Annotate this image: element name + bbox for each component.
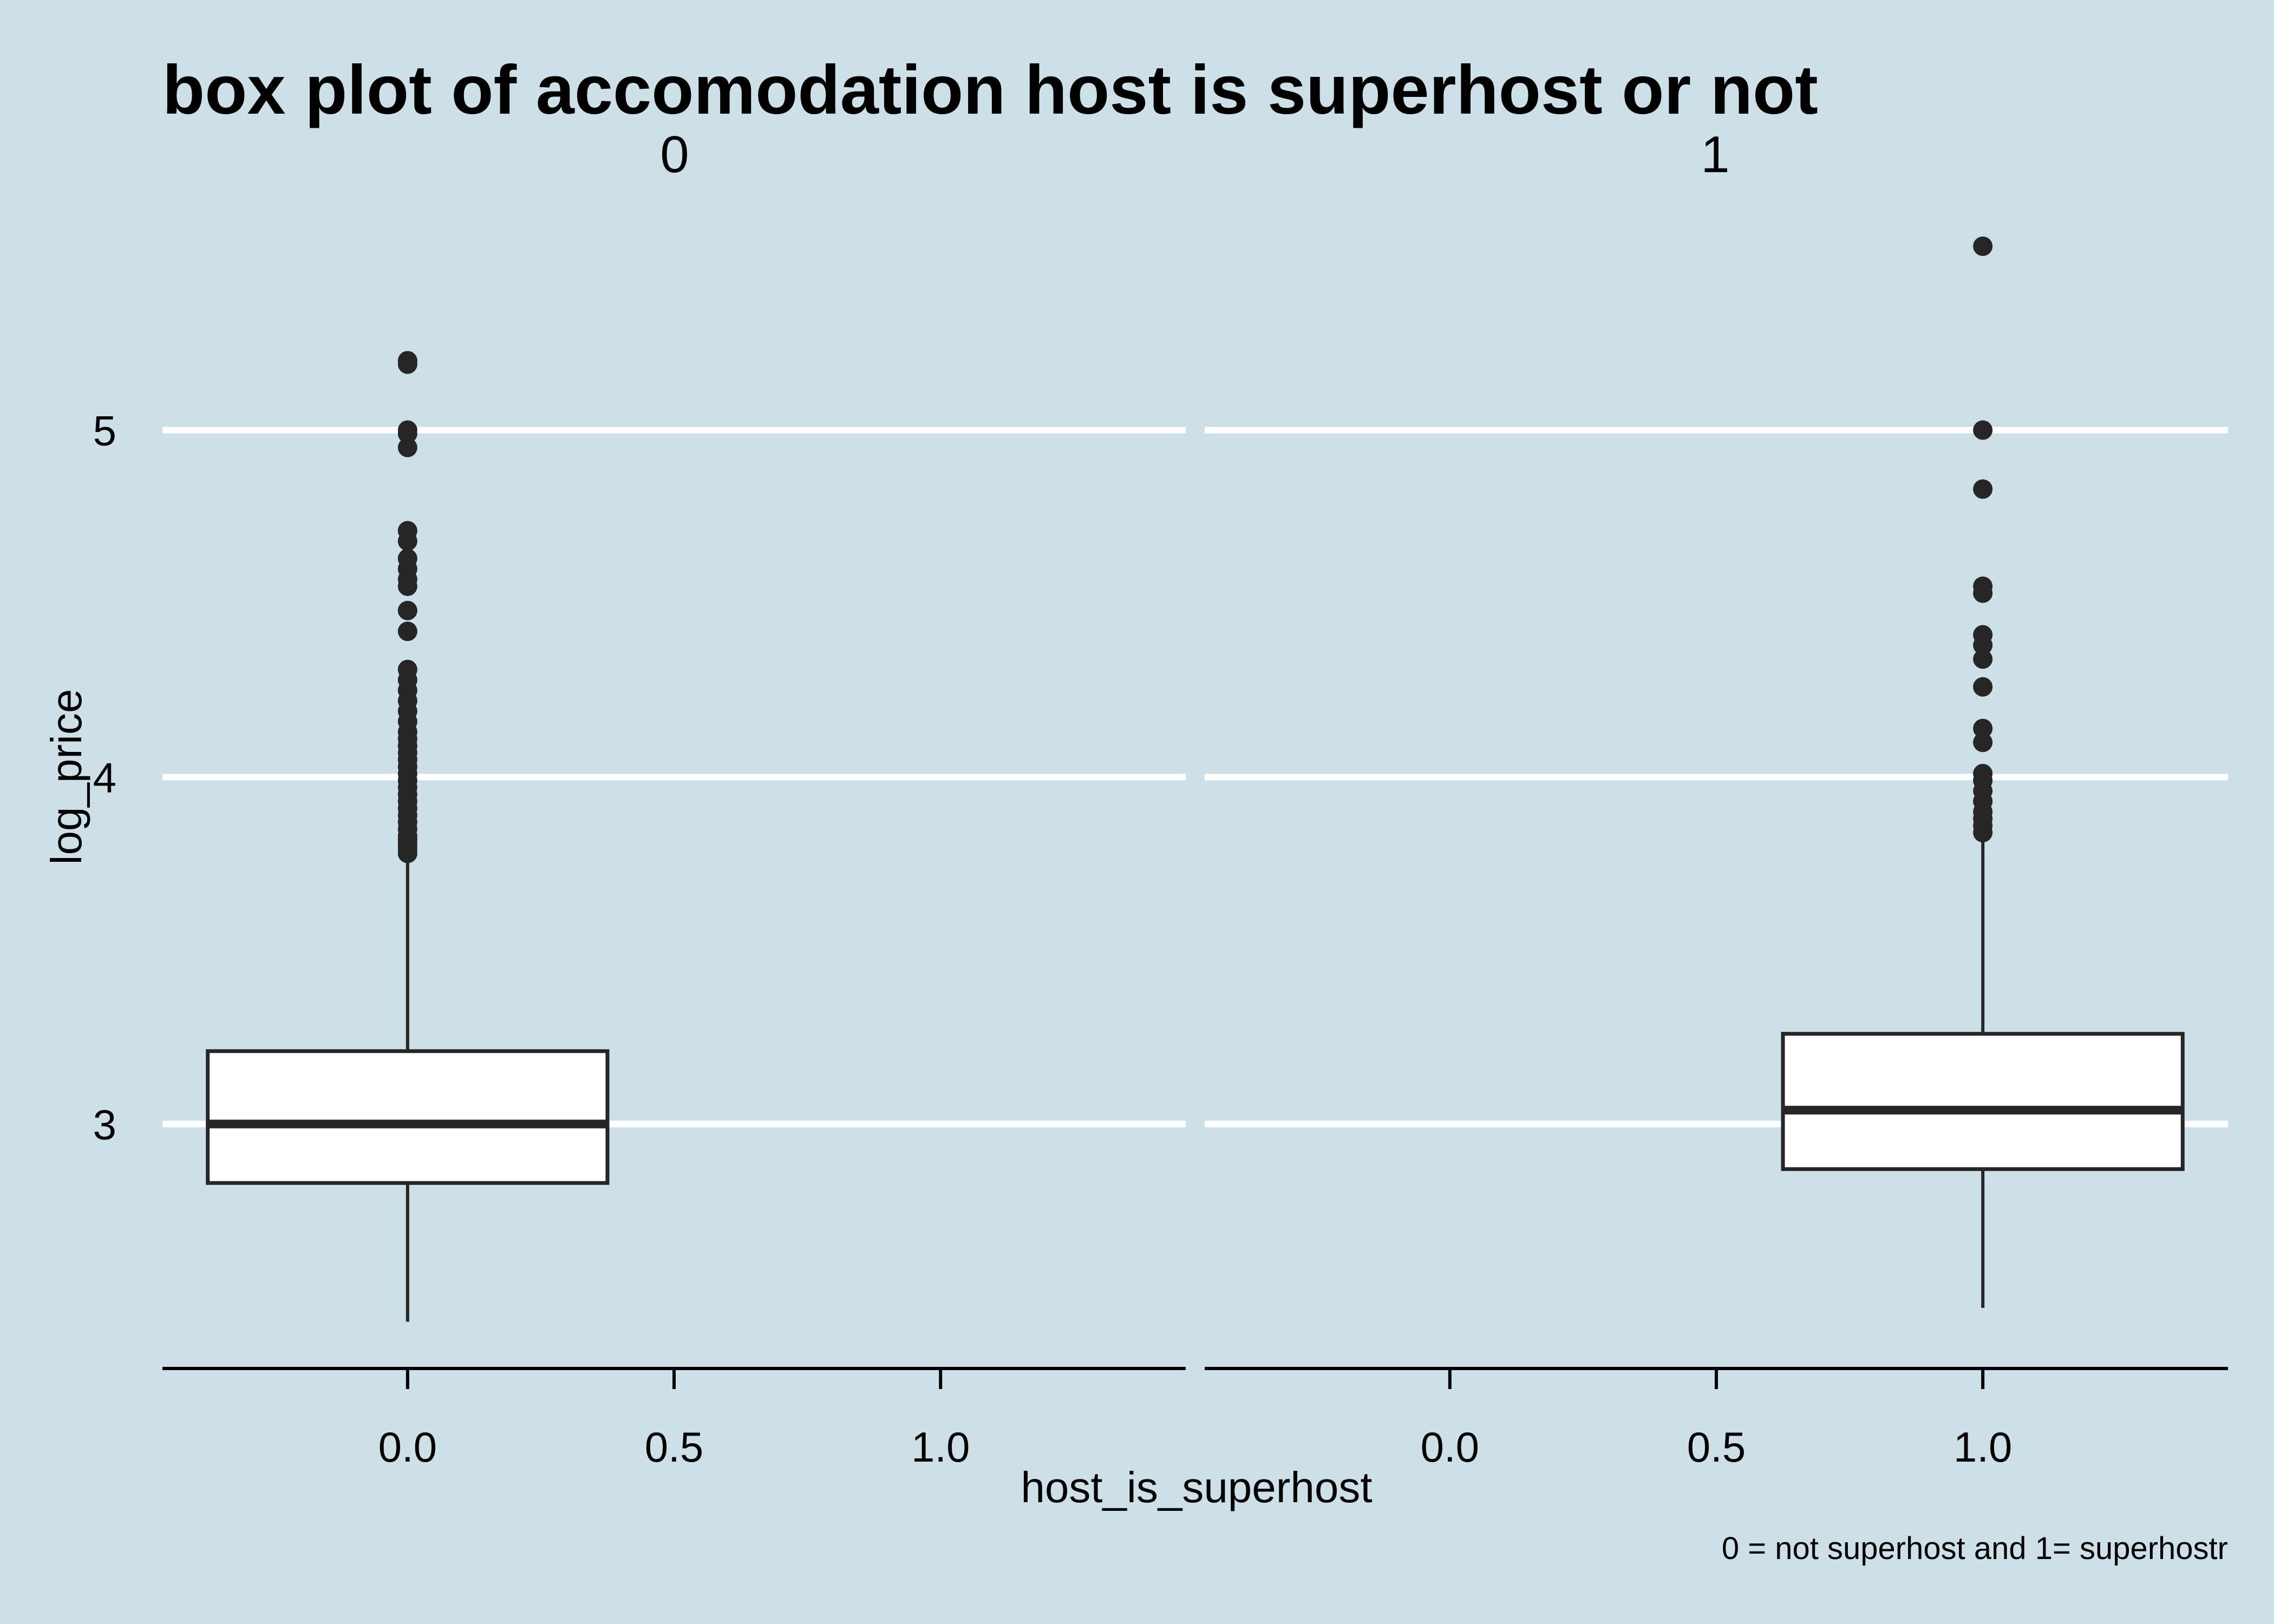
outlier-point [1973, 236, 1993, 256]
chart-title: box plot of accomodation host is superho… [162, 51, 1818, 129]
outlier-point [397, 521, 417, 541]
outlier-point [1973, 420, 1993, 440]
x-tick-label: 0.0 [1421, 1423, 1479, 1471]
outlier-point [397, 548, 417, 568]
x-tick-label: 0.5 [645, 1423, 703, 1471]
outlier-point [1973, 649, 1993, 669]
outlier-point [1973, 576, 1993, 596]
outlier-point [397, 420, 417, 440]
box-1 [1781, 833, 2185, 1308]
box-iqr [1781, 1032, 2185, 1171]
x-tick-label: 1.0 [1953, 1423, 2012, 1471]
facet-panel-1: 1 0.0 0.5 1.0 [1205, 126, 2228, 1471]
x-tick-label: 0.5 [1687, 1423, 1746, 1471]
x-tick-label: 0.0 [378, 1423, 437, 1471]
outlier-point [397, 351, 417, 371]
outlier-point [397, 600, 417, 620]
outlier-point [1973, 718, 1993, 738]
x-tick-label: 1.0 [911, 1423, 970, 1471]
outlier-points-1 [1973, 236, 1993, 842]
box-0 [206, 853, 610, 1322]
y-axis: 3 4 5 [93, 407, 116, 1149]
x-axis-1: 0.0 0.5 1.0 [1205, 1367, 2228, 1471]
chart-caption: 0 = not superhost and 1= superhostr [1722, 1531, 2228, 1566]
facet-strip-label-0: 0 [660, 126, 689, 184]
grid-lines-1 [1205, 427, 2228, 1128]
facet-panel-0: 0 0.0 0.5 1.0 [162, 126, 1186, 1471]
outlier-point [397, 437, 417, 457]
outlier-point [1973, 625, 1993, 645]
facet-strip-label-1: 1 [1701, 126, 1729, 184]
x-axis-0: 0.0 0.5 1.0 [162, 1367, 1186, 1471]
box-iqr [206, 1049, 610, 1185]
outlier-points-0 [397, 351, 417, 863]
y-axis-title: log_price [42, 689, 90, 865]
x-axis-title: host_is_superhost [1021, 1463, 1372, 1511]
y-tick-label: 4 [93, 754, 116, 801]
y-tick-label: 5 [93, 407, 116, 455]
outlier-point [1973, 677, 1993, 697]
outlier-point [1973, 479, 1993, 499]
y-tick-label: 3 [93, 1101, 116, 1148]
outlier-point [1973, 764, 1993, 784]
outlier-point [1973, 732, 1993, 752]
grid-lines-0 [162, 427, 1186, 1128]
outlier-point [397, 659, 417, 679]
outlier-point [397, 621, 417, 641]
